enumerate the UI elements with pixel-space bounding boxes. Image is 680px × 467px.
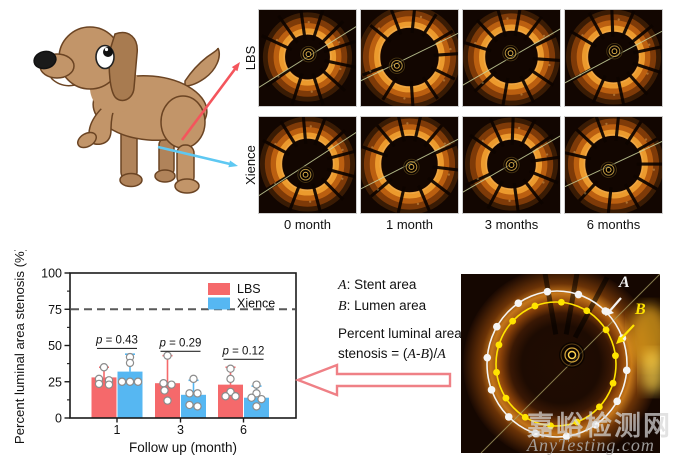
oct-image	[565, 10, 662, 106]
data-point	[193, 389, 202, 398]
oct-tile-lbs-2	[462, 9, 561, 107]
annotation-a-text: : Stent area	[346, 277, 417, 292]
month-label-0: 0 month	[284, 217, 331, 232]
x-tick-6: 6	[240, 423, 247, 437]
dog-nose	[33, 50, 57, 70]
annotation-stent-area: A: Stent area	[338, 277, 416, 294]
stent-contour	[486, 290, 628, 438]
oct-tile-xience-1	[360, 116, 459, 214]
oct-tile-xience-2	[462, 116, 561, 214]
legend-swatch-lbs	[208, 283, 230, 295]
oct-image	[565, 117, 662, 213]
data-point	[99, 363, 109, 372]
annotation-b-text: : Lumen area	[346, 298, 427, 313]
data-point	[193, 402, 202, 411]
month-label-6: 6 months	[586, 217, 641, 232]
lumen-label-arrow-icon	[616, 324, 635, 344]
stenosis-bar-chart: p = 0.43 p = 0.29 p = 0.12 0 25 50 75 100 1 3 6 Per…	[12, 250, 297, 455]
data-point	[163, 396, 172, 405]
watermark-en: AnyTesting.com	[527, 435, 655, 455]
data-point	[159, 378, 168, 388]
annotation-formula-line2: stenosis = (A-B)/A	[338, 346, 446, 362]
data-point	[163, 351, 172, 360]
data-point	[185, 400, 194, 410]
lumen-area-label: B	[635, 301, 646, 318]
x-axis-title: Follow up (month)	[129, 440, 237, 455]
data-point	[252, 402, 261, 411]
annotation-lumen-area: B: Lumen area	[338, 298, 426, 315]
x-tick-1: 1	[114, 423, 121, 437]
oct-image	[361, 117, 458, 213]
data-point	[189, 374, 198, 384]
y-axis-title: Percent luminal area stenosis (%)	[12, 250, 27, 444]
oct-tile-lbs-0	[258, 9, 357, 107]
y-tick-100: 100	[41, 267, 62, 281]
y-tick-50: 50	[48, 339, 62, 353]
data-point	[117, 377, 127, 386]
data-point	[226, 364, 235, 373]
data-point	[221, 392, 230, 401]
p-value-label-3: p = 0.29	[159, 337, 202, 349]
annotation-a-term: A	[338, 278, 347, 293]
data-point	[226, 374, 235, 384]
p-value-label-6: p = 0.12	[222, 345, 265, 357]
dog-ear	[108, 32, 138, 102]
stent-label-arrow-icon	[605, 297, 622, 316]
xience-arrow-icon	[157, 145, 238, 168]
dog-eye	[95, 44, 115, 70]
data-point	[133, 377, 143, 386]
stent-area-label: A	[619, 274, 630, 291]
data-point	[185, 389, 194, 398]
y-tick-0: 0	[55, 412, 62, 426]
oct-image	[463, 10, 560, 106]
month-label-3: 3 months	[484, 217, 539, 232]
data-point	[167, 380, 176, 389]
y-tick-75: 75	[48, 303, 62, 317]
y-tick-25: 25	[48, 375, 62, 389]
oct-image-grid	[258, 9, 663, 214]
left-block-arrow-icon	[295, 363, 452, 397]
data-point	[125, 358, 135, 368]
oct-tile-lbs-3	[564, 9, 663, 107]
dog-cartoon	[33, 26, 240, 194]
data-point	[231, 392, 240, 401]
oct-tile-xience-0	[258, 116, 357, 214]
oct-annotated-image: A B	[461, 274, 660, 453]
data-point	[247, 393, 256, 402]
data-point	[160, 386, 169, 395]
data-point	[252, 380, 261, 389]
oct-tile-lbs-1	[360, 9, 459, 107]
legend-label-xience: Xience	[237, 297, 275, 311]
dog-body-group	[33, 26, 220, 194]
annotation-formula-line1: Percent luminal area	[338, 326, 462, 341]
data-point	[104, 380, 114, 389]
oct-image	[259, 117, 356, 213]
oct-image	[361, 10, 458, 106]
lumen-contour	[495, 301, 617, 427]
annotation-b-term: B	[338, 299, 347, 314]
oct-tile-xience-3	[564, 116, 663, 214]
x-tick-3: 3	[177, 423, 184, 437]
p-value-label-1: p = 0.43	[95, 334, 138, 346]
oct-image	[463, 117, 560, 213]
oct-annotated-svg	[461, 274, 660, 453]
month-label-1: 1 month	[386, 217, 433, 232]
data-point	[94, 379, 104, 389]
data-point	[125, 377, 135, 386]
oct-image	[259, 10, 356, 106]
watermark-cn: 嘉峪检测网	[527, 411, 672, 441]
legend-swatch-xience	[208, 297, 230, 310]
lbs-arrow-icon	[180, 62, 240, 141]
legend-label-lbs: LBS	[237, 282, 261, 296]
data-point	[257, 394, 266, 404]
